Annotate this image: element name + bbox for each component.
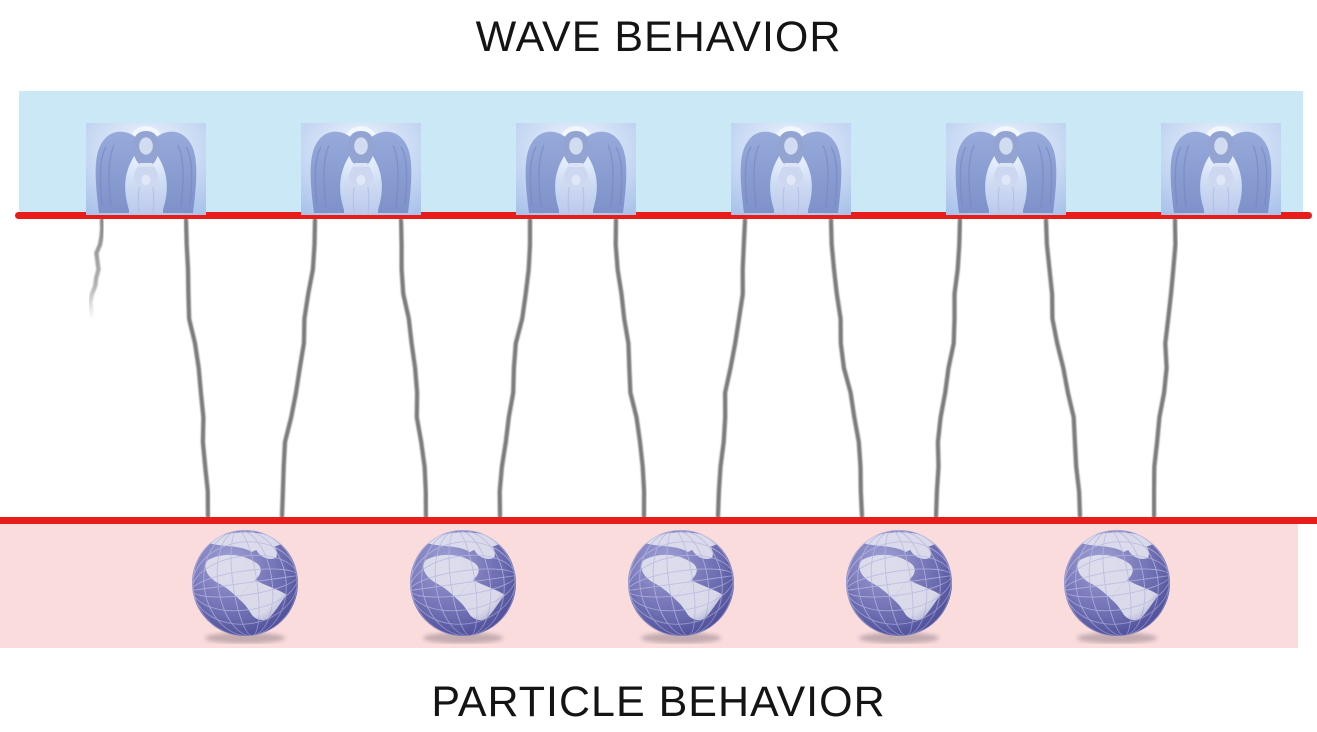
wave-stroke [715, 219, 748, 517]
angel-image [516, 123, 636, 215]
wave-stroke [1043, 219, 1083, 517]
wave-stroke [1151, 219, 1178, 517]
angel-icon [1161, 123, 1281, 215]
angel-icon [731, 123, 851, 215]
globe-icon [192, 530, 298, 644]
angel-icon [516, 123, 636, 215]
wave-stroke [183, 219, 211, 517]
wave-stroke [497, 219, 533, 517]
wave-stroke [933, 219, 963, 517]
angel-image [86, 123, 206, 215]
wave-zone-band [19, 91, 1303, 213]
globe-icon [410, 530, 516, 644]
wave-stroke [88, 219, 105, 322]
bottom-boundary-line [0, 517, 1317, 524]
globe-image [844, 528, 954, 644]
wave-title: WAVE BEHAVIOR [475, 13, 842, 61]
angel-image [301, 123, 421, 215]
angel-image [946, 123, 1066, 215]
particle-title: PARTICLE BEHAVIOR [431, 678, 886, 726]
globe-image [626, 528, 736, 644]
globe-image [1062, 528, 1172, 644]
globe-image [408, 528, 518, 644]
globe-icon [846, 530, 952, 644]
wave-stroke [398, 219, 429, 517]
wave-stroke [279, 219, 318, 517]
wave-stroke [613, 219, 647, 517]
wave-curves [88, 219, 1178, 517]
globe-icon [1064, 530, 1170, 644]
top-boundary-line [15, 212, 1312, 219]
angel-icon [86, 123, 206, 215]
angel-image [731, 123, 851, 215]
wave-stroke [828, 219, 865, 517]
globe-image [190, 528, 300, 644]
angel-icon [301, 123, 421, 215]
globe-icon [628, 530, 734, 644]
angel-image [1161, 123, 1281, 215]
angel-icon [946, 123, 1066, 215]
